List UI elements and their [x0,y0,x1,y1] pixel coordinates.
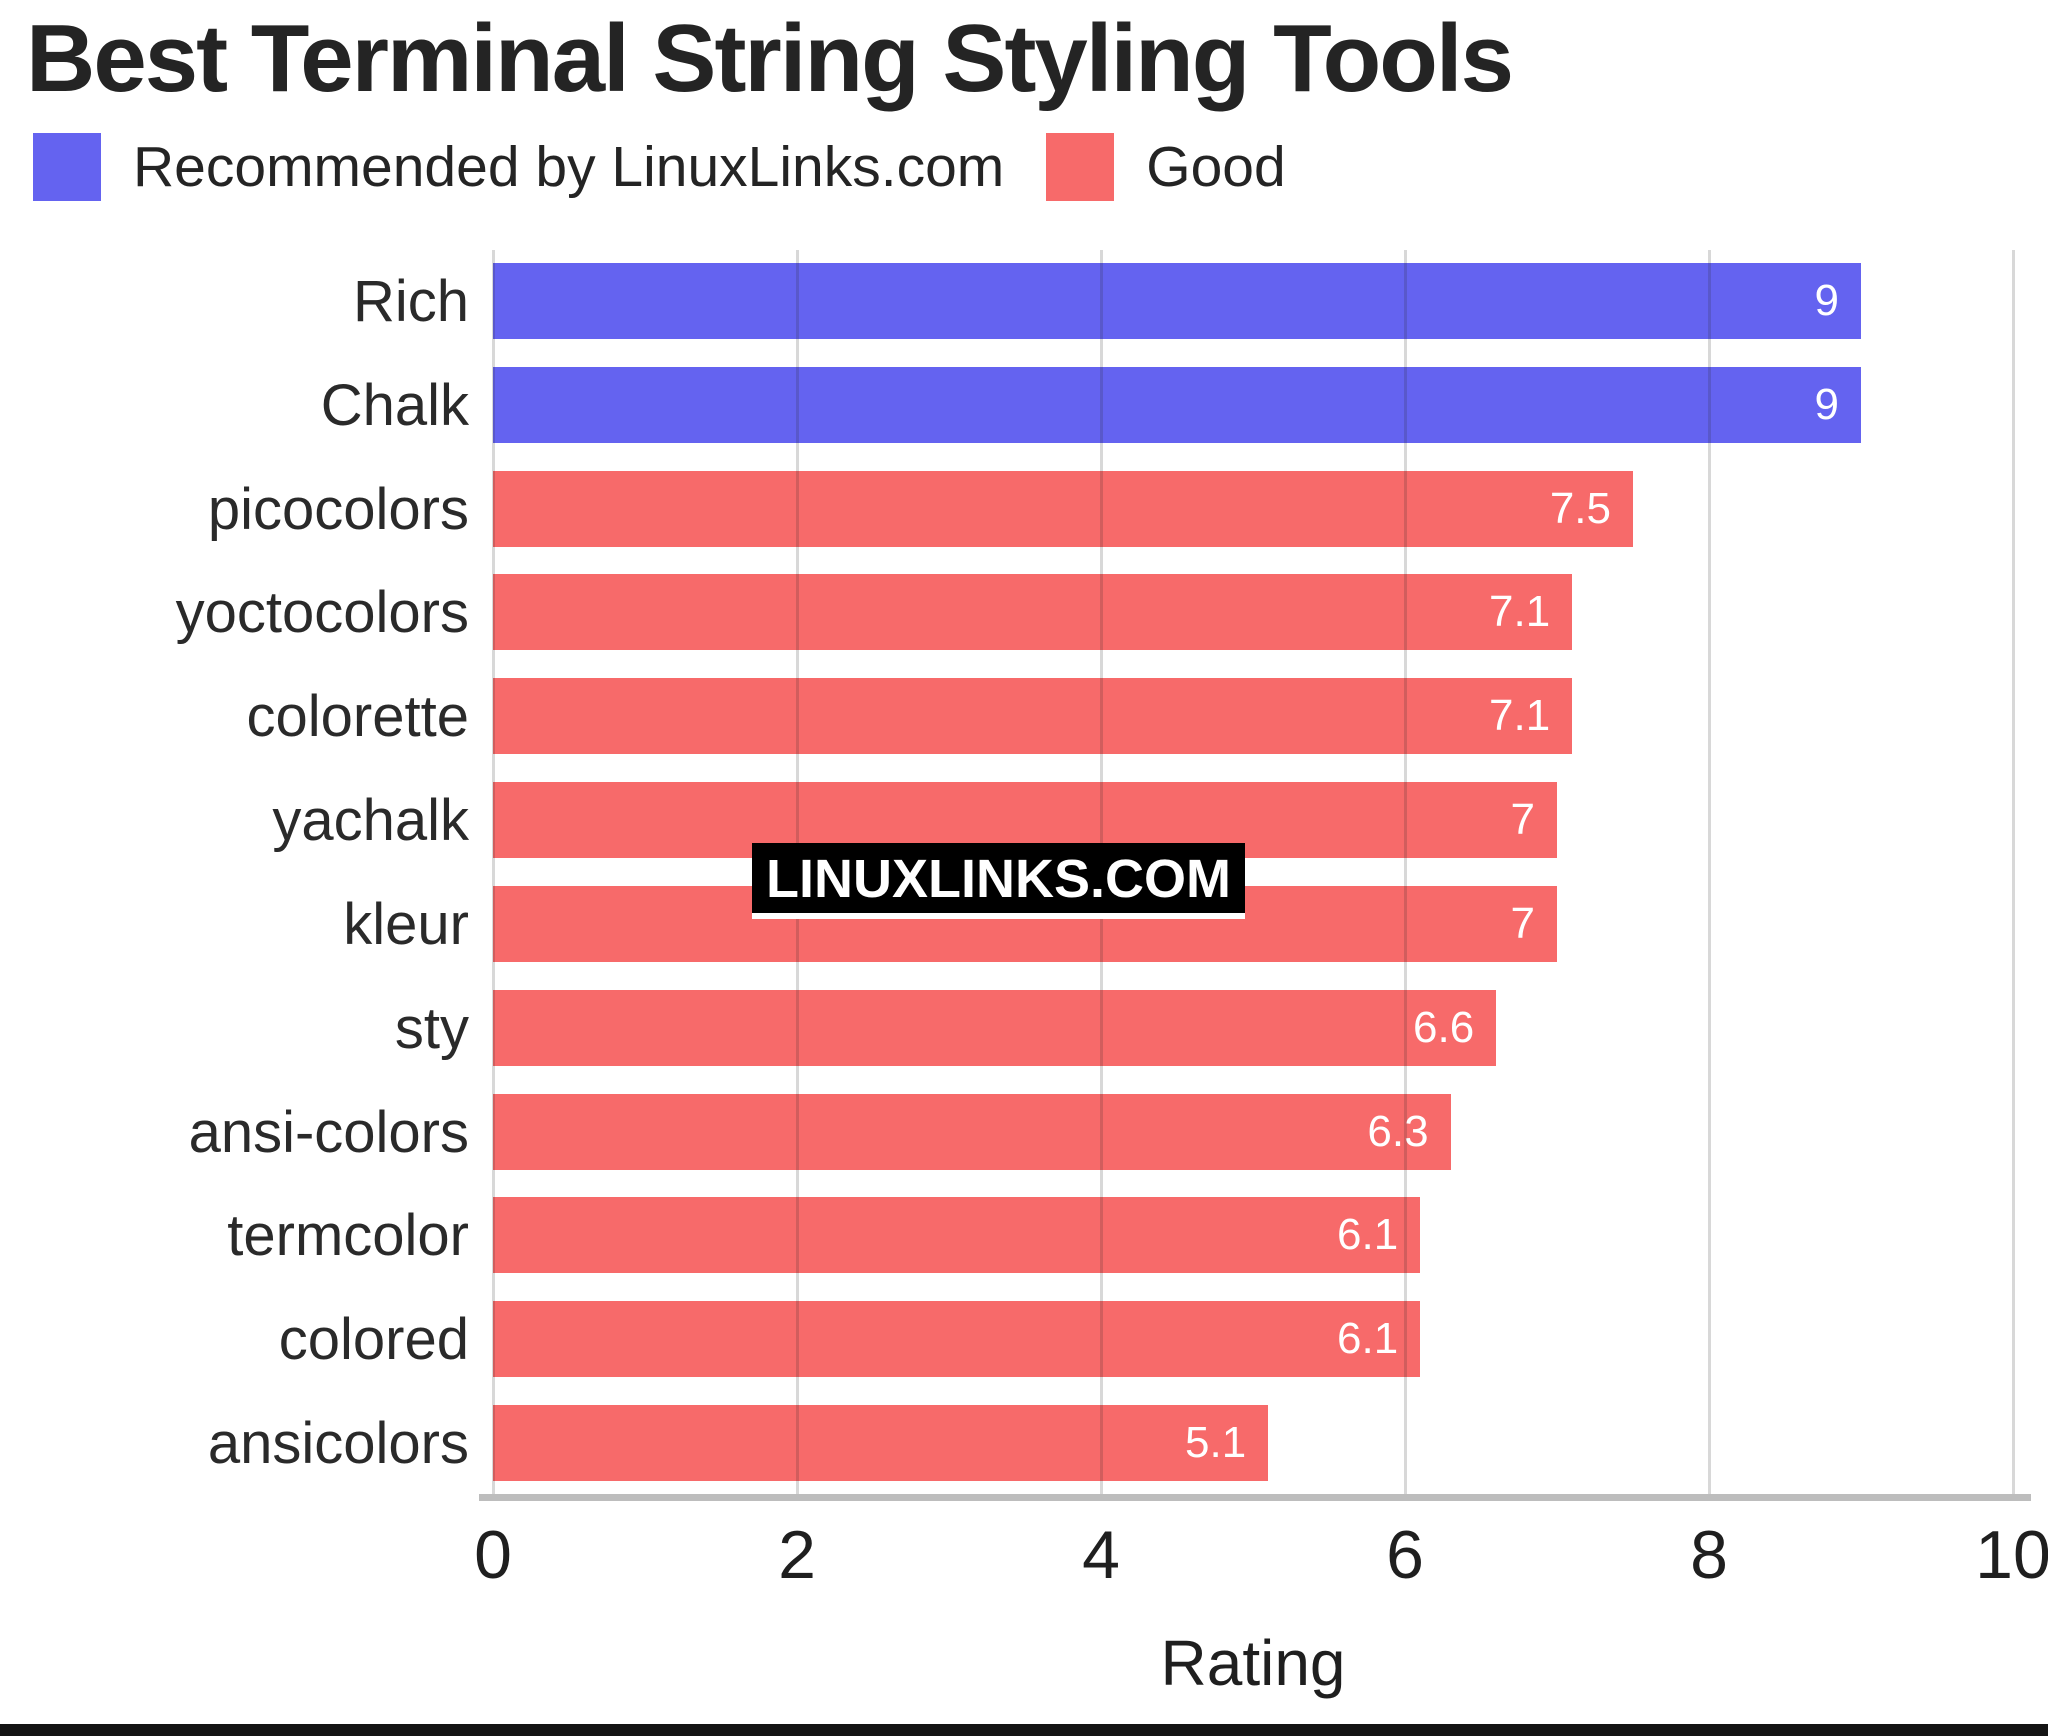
legend-swatch-recommended [33,133,101,201]
bottom-bar [0,1724,2048,1736]
category-label-yachalk: yachalk [272,788,469,854]
x-tick-label-4: 4 [1082,1517,1120,1593]
category-label-colored: colored [278,1307,469,1373]
bar-row-colored: colored 6.1 [279,1288,2013,1392]
legend: Recommended by LinuxLinks.com Good [33,133,1328,201]
bar-Rich: 9 [493,263,1861,339]
bar-value-Rich: 9 [1814,276,1839,325]
plot-area: Rich 9 Chalk 9 picocolors 7.5 yoctocolors 7.1 co… [176,250,2031,1501]
bar-value-colorette: 7.1 [1489,691,1551,741]
bar-value-ansi-colors: 6.3 [1367,1106,1429,1156]
x-tick-label-0: 0 [474,1517,512,1593]
legend-swatch-good [1046,133,1115,201]
bar-row-termcolor: termcolor 6.1 [227,1184,2013,1288]
category-label-termcolor: termcolor [227,1203,469,1269]
x-axis-ticks: 0 2 4 6 8 10 [474,1516,2048,1606]
bar-value-yoctocolors: 7.1 [1489,587,1551,637]
bar-yoctocolors: 7.1 [493,574,1573,651]
bar-row-yoctocolors: yoctocolors 7.1 [176,561,2013,665]
category-label-colorette: colorette [246,684,469,750]
legend-label-recommended: Recommended by LinuxLinks.com [133,135,1005,199]
bar-value-yachalk: 7 [1510,795,1535,845]
bar-row-kleur: kleur 7 [343,873,2013,977]
gridline-x-0 [492,250,495,1496]
bar-row-picocolors: picocolors 7.5 [208,458,2013,562]
bar-value-sty: 6.6 [1413,1002,1475,1052]
bar-value-Chalk: 9 [1814,379,1839,429]
category-label-yoctocolors: yoctocolors [175,580,469,646]
bar-ansicolors: 5.1 [493,1405,1269,1482]
bar-sty: 6.6 [493,989,1497,1066]
bar-value-colored: 6.1 [1337,1314,1399,1364]
bar-row-sty: sty 6.6 [395,977,2013,1081]
bar-row-Rich: Rich 9 [353,250,2013,354]
bar-value-picocolors: 7.5 [1549,483,1611,533]
x-tick-label-2: 2 [778,1517,816,1593]
bar-value-ansicolors: 5.1 [1185,1418,1247,1468]
bar-ansi-colors: 6.3 [493,1093,1451,1170]
category-label-sty: sty [394,995,469,1061]
legend-label-good: Good [1146,135,1286,199]
bar-row-Chalk: Chalk 9 [321,354,2013,458]
category-label-Chalk: Chalk [320,372,469,438]
category-label-ansicolors: ansicolors [207,1411,469,1477]
bar-termcolor: 6.1 [493,1197,1421,1274]
x-tick-label-8: 8 [1690,1517,1728,1593]
x-axis-title: Rating [1160,1627,1346,1699]
bar-row-ansicolors: ansicolors 5.1 [208,1392,2013,1496]
bar-row-colorette: colorette 7.1 [247,665,2013,769]
category-label-ansi-colors: ansi-colors [188,1099,469,1165]
bar-value-kleur: 7 [1510,898,1535,948]
x-axis-line [479,1494,2031,1501]
x-tick-label-10: 10 [1975,1517,2048,1593]
bar-row-ansi-colors: ansi-colors 6.3 [189,1081,2013,1185]
category-label-kleur: kleur [343,891,469,957]
bar-value-termcolor: 6.1 [1337,1210,1399,1260]
gridline-x-10 [2012,250,2015,1496]
bar-colorette: 7.1 [493,678,1573,755]
bar-colored: 6.1 [493,1301,1421,1378]
chart-title: Best Terminal String Styling Tools [26,5,1514,112]
watermark: LINUXLINKS.COM [752,843,1245,919]
bar-picocolors: 7.5 [493,470,1633,547]
category-label-Rich: Rich [352,269,469,334]
bar-row-yachalk: yachalk 7 [272,769,2013,873]
gridline-x-6 [1404,250,1407,1496]
bar-Chalk: 9 [493,366,1861,443]
category-label-picocolors: picocolors [207,476,469,542]
x-tick-label-6: 6 [1386,1517,1424,1593]
gridline-x-8 [1708,250,1711,1496]
